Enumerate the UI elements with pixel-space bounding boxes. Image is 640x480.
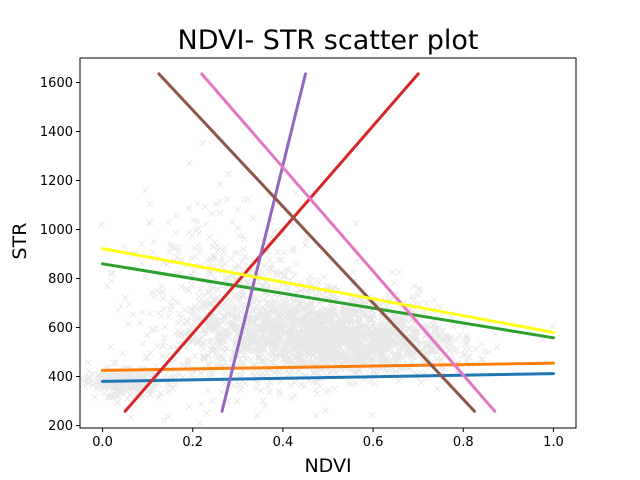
y-tick-label: 1000 xyxy=(40,223,73,238)
series-line-7 xyxy=(101,247,555,334)
series-line-4 xyxy=(220,72,307,413)
x-tick-label: 0.4 xyxy=(273,435,294,450)
y-tick-label: 200 xyxy=(48,419,73,434)
y-tick-label: 1200 xyxy=(40,174,73,189)
y-tick-label: 800 xyxy=(48,272,73,287)
plot-area-frame xyxy=(79,57,577,429)
x-tick-label: 0.6 xyxy=(363,435,384,450)
x-tick-label: 1.0 xyxy=(543,435,564,450)
y-tick-label: 400 xyxy=(48,370,73,385)
series-line-3 xyxy=(123,72,420,413)
scatter-points xyxy=(80,138,557,427)
y-tick-label: 1400 xyxy=(40,125,73,140)
series-line-1 xyxy=(101,361,555,372)
x-tick-label: 0.0 xyxy=(92,435,113,450)
y-axis-ticks: 200 400 600 800 1000 1200 1400 1600 xyxy=(40,76,80,434)
chart-title: NDVI- STR scatter plot xyxy=(178,25,479,56)
x-axis-label: NDVI xyxy=(304,455,351,477)
x-tick-label: 0.8 xyxy=(453,435,474,450)
y-tick-label: 1600 xyxy=(40,76,73,91)
series-line-6 xyxy=(200,72,497,413)
regression-lines xyxy=(101,72,555,413)
scatter-point-cloud xyxy=(80,138,557,427)
series-line-0 xyxy=(101,372,555,383)
y-tick-label: 600 xyxy=(48,321,73,336)
x-axis-ticks: 0.0 0.2 0.4 0.6 0.8 1.0 xyxy=(92,428,564,450)
x-tick-label: 0.2 xyxy=(182,435,203,450)
series-line-2 xyxy=(101,262,555,340)
y-axis-label: STR xyxy=(9,223,31,260)
series-line-5 xyxy=(157,72,476,413)
